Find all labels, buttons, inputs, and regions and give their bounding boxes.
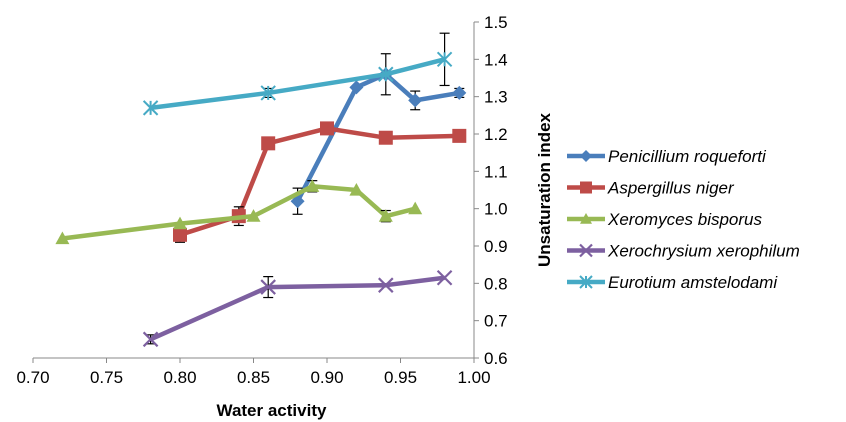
data-point	[378, 66, 394, 82]
data-point	[408, 201, 423, 215]
y-axis-title: Unsaturation index	[535, 112, 554, 267]
data-point	[408, 93, 423, 108]
series-1	[173, 121, 467, 243]
legend-marker	[579, 243, 593, 258]
legend: Penicillium roqueforti Aspergillus niger X…	[567, 147, 800, 292]
series-2	[55, 179, 423, 245]
data-point	[349, 80, 364, 95]
series-4	[142, 32, 453, 116]
x-tick-label: 0.95	[384, 368, 417, 387]
y-tick-label: 1.2	[484, 125, 508, 144]
series-3	[142, 269, 453, 348]
legend-item: Xerochrysium xerophilum	[567, 242, 800, 261]
x-tick-label: 0.75	[90, 368, 123, 387]
data-point	[261, 136, 276, 151]
x-tick-label: 0.85	[237, 368, 270, 387]
series-line	[150, 57, 446, 111]
y-tick-label: 1.0	[484, 200, 508, 219]
x-tick-label: 0.80	[163, 368, 196, 387]
y-tick-label: 1.1	[484, 162, 508, 181]
y-tick-label: 1.5	[484, 13, 508, 32]
data-point	[173, 227, 187, 242]
legend-item: Aspergillus niger	[567, 179, 735, 198]
y-tick-label: 1.3	[484, 88, 508, 107]
legend-marker	[579, 275, 593, 289]
x-tick-label: 0.90	[310, 368, 343, 387]
data-point	[349, 183, 364, 196]
data-point	[452, 128, 467, 143]
data-point	[260, 85, 276, 101]
legend-marker	[580, 213, 592, 224]
legend-marker	[580, 181, 592, 194]
data-point	[436, 269, 453, 286]
data-point	[305, 179, 320, 192]
data-point	[452, 85, 467, 100]
legend-label: Aspergillus niger	[607, 179, 735, 198]
x-tick-labels: 0.70 0.75 0.80 0.85 0.90 0.95 1.00	[16, 358, 491, 387]
x-tick-label: 0.70	[16, 368, 49, 387]
y-tick-label: 0.8	[484, 274, 508, 293]
data-point	[378, 130, 393, 145]
y-tick-label: 0.7	[484, 312, 508, 331]
plot-area	[55, 32, 467, 348]
data-point	[142, 100, 159, 116]
data-point	[378, 209, 393, 222]
data-point	[173, 216, 187, 230]
data-point	[142, 331, 159, 348]
legend-label: Xerochrysium xerophilum	[607, 242, 800, 261]
y-tick-labels: 0.6 0.7 0.8 0.9 1.0 1.1 1.2 1.3 1.4 1.5	[474, 13, 508, 368]
data-point	[320, 121, 334, 136]
legend-label: Eurotium amstelodami	[608, 273, 778, 292]
data-point	[55, 231, 70, 245]
series-line	[149, 275, 445, 342]
legend-item: Xeromyces bisporus	[567, 210, 763, 229]
data-point	[378, 277, 394, 293]
data-point	[246, 209, 261, 222]
y-tick-label: 0.6	[484, 349, 508, 368]
data-point	[260, 279, 276, 295]
legend-marker	[580, 150, 592, 162]
y-tick-label: 1.4	[484, 50, 508, 69]
y-tick-label: 0.9	[484, 237, 508, 256]
x-tick-label: 1.00	[457, 368, 490, 387]
legend-label: Penicillium roqueforti	[608, 147, 767, 166]
x-axis-title: Water activity	[217, 401, 327, 420]
legend-label: Xeromyces bisporus	[607, 210, 763, 229]
legend-item: Eurotium amstelodami	[567, 273, 778, 292]
legend-item: Penicillium roqueforti	[567, 147, 767, 166]
data-point	[436, 51, 453, 68]
